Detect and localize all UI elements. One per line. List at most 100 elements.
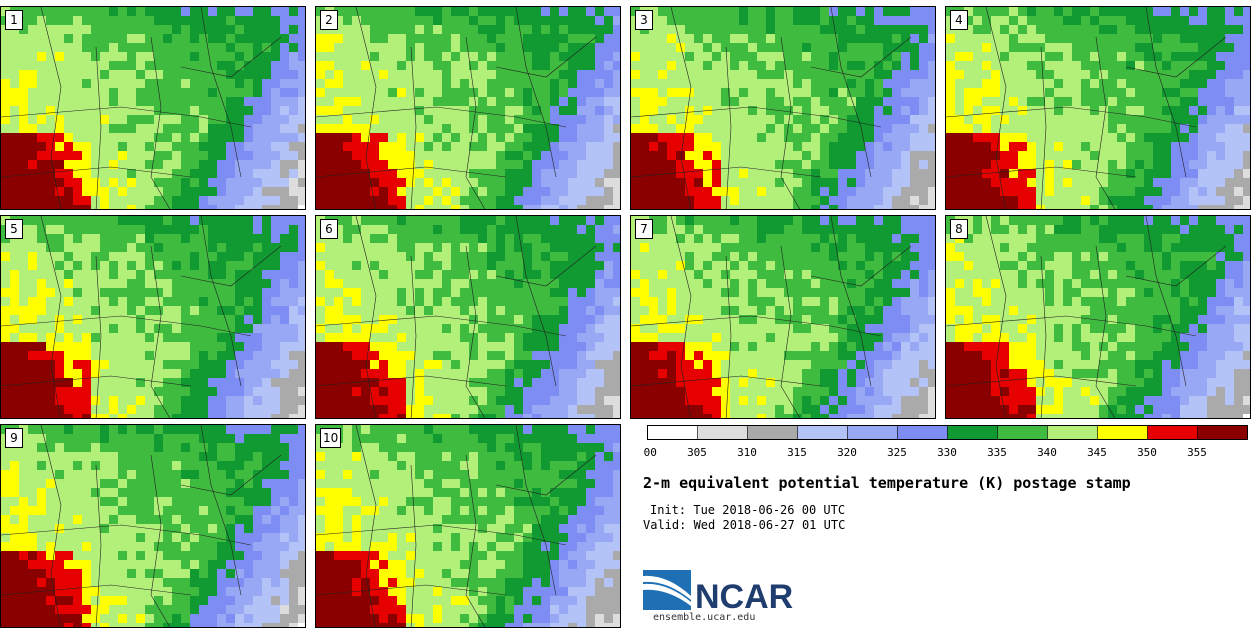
field-cell [433, 378, 443, 388]
field-cell [523, 396, 533, 406]
field-cell [469, 70, 479, 80]
field-cell [568, 378, 578, 388]
field-cell [991, 106, 1001, 116]
field-cell [1090, 79, 1100, 89]
field-cell [91, 315, 101, 325]
field-cell [595, 360, 605, 370]
field-cell [1180, 187, 1190, 197]
field-cell [136, 88, 146, 98]
field-cell [262, 88, 272, 98]
field-cell [235, 115, 245, 125]
field-cell [1189, 151, 1199, 161]
field-cell [577, 261, 587, 271]
field-cell [217, 270, 227, 280]
field-cell [694, 142, 704, 152]
field-cell [226, 187, 236, 197]
field-cell [1189, 160, 1199, 170]
field-cell [145, 216, 155, 226]
field-cell [82, 43, 92, 53]
field-cell [145, 70, 155, 80]
field-cell [982, 124, 992, 134]
field-cell [172, 124, 182, 134]
field-cell [451, 196, 461, 206]
field-cell [172, 79, 182, 89]
field-cell [460, 34, 470, 44]
field-cell [1045, 187, 1055, 197]
field-cell [199, 387, 209, 397]
field-cell [658, 52, 668, 62]
field-cell [361, 333, 371, 343]
field-cell [442, 151, 452, 161]
field-cell [460, 414, 470, 419]
field-cell [370, 124, 380, 134]
field-cell [703, 160, 713, 170]
field-cell [874, 7, 884, 17]
field-cell [334, 43, 344, 53]
field-cell [424, 360, 434, 370]
field-cell [28, 79, 38, 89]
field-cell [604, 79, 614, 89]
field-cell [514, 342, 524, 352]
field-cell [361, 405, 371, 415]
field-cell [586, 252, 596, 262]
field-cell [487, 279, 497, 289]
field-cell [1108, 88, 1118, 98]
field-cell [928, 88, 936, 98]
field-cell [226, 225, 236, 235]
field-cell [1009, 187, 1019, 197]
field-cell [100, 252, 110, 262]
field-cell [217, 387, 227, 397]
field-cell [397, 405, 407, 415]
field-cell [505, 252, 515, 262]
field-cell [730, 178, 740, 188]
field-cell [415, 70, 425, 80]
field-cell [667, 133, 677, 143]
field-cell [784, 70, 794, 80]
field-cell [109, 142, 119, 152]
field-cell [478, 133, 488, 143]
field-cell [28, 369, 38, 379]
field-cell [703, 261, 713, 271]
field-cell [73, 243, 83, 253]
field-cell [703, 34, 713, 44]
field-cell [406, 52, 416, 62]
field-cell [667, 252, 677, 262]
field-cell [118, 7, 128, 17]
field-cell [361, 61, 371, 71]
field-cell [703, 124, 713, 134]
field-cell [91, 205, 101, 210]
field-cell [73, 405, 83, 415]
field-cell [577, 288, 587, 298]
field-cell [1, 306, 11, 316]
field-cell [766, 43, 776, 53]
field-cell [199, 288, 209, 298]
field-cell [262, 306, 272, 316]
field-cell [973, 178, 983, 188]
field-cell [1, 243, 11, 253]
field-cell [487, 142, 497, 152]
field-cell [487, 216, 497, 226]
field-cell [235, 243, 245, 253]
field-cell [523, 160, 533, 170]
field-cell [577, 396, 587, 406]
field-cell [550, 297, 560, 307]
field-cell [352, 297, 362, 307]
field-cell [1081, 97, 1091, 107]
field-cell [586, 133, 596, 143]
field-cell [613, 216, 621, 226]
field-cell [676, 196, 686, 206]
field-cell [19, 270, 29, 280]
field-cell [1108, 196, 1118, 206]
field-cell [532, 396, 542, 406]
field-cell [244, 79, 254, 89]
field-cell [136, 333, 146, 343]
field-cell [964, 187, 974, 197]
field-cell [1018, 133, 1028, 143]
field-cell [253, 387, 263, 397]
field-cell [505, 205, 515, 210]
field-cell [37, 79, 47, 89]
field-cell [586, 351, 596, 361]
field-cell [523, 196, 533, 206]
field-cell [1189, 79, 1199, 89]
member-map [1, 7, 306, 210]
